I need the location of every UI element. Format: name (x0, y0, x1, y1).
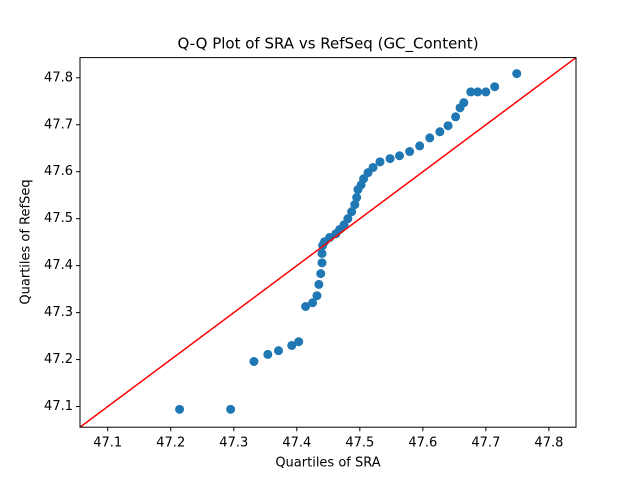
data-point (352, 193, 362, 203)
data-point (175, 404, 185, 414)
data-point (443, 121, 453, 131)
data-point (459, 98, 469, 108)
data-point (312, 291, 322, 301)
data-point (490, 82, 500, 92)
data-point (385, 154, 395, 164)
x-tick-label: 47.1 (93, 436, 122, 451)
x-axis-label: Quartiles of SRA (275, 456, 380, 471)
data-point (274, 346, 284, 356)
chart-title: Q-Q Plot of SRA vs RefSeq (GC_Content) (177, 35, 478, 54)
y-tick-label: 47.5 (44, 211, 73, 226)
x-tick-label: 47.4 (282, 436, 311, 451)
y-axis-label: Quartiles of RefSeq (19, 179, 34, 304)
axes-frame (79, 57, 577, 428)
data-point (405, 147, 415, 157)
data-point (301, 302, 311, 312)
data-point (415, 141, 425, 151)
data-point (466, 87, 476, 97)
data-point (287, 340, 297, 350)
y-tick-label: 47.7 (44, 117, 73, 132)
data-point (435, 127, 445, 137)
data-point (512, 69, 522, 79)
data-point (375, 157, 385, 167)
x-tick-label: 47.7 (471, 436, 500, 451)
y-tick-label: 47.8 (44, 70, 73, 85)
x-tick-label: 47.6 (408, 436, 437, 451)
data-point (263, 349, 273, 359)
y-tick-label: 47.2 (44, 352, 73, 367)
data-point (308, 298, 318, 308)
data-point (350, 200, 360, 210)
data-point (226, 404, 236, 414)
data-point (294, 337, 304, 347)
y-tick-label: 47.6 (44, 164, 73, 179)
data-point (368, 162, 378, 172)
x-tick-label: 47.3 (219, 436, 248, 451)
data-point (481, 87, 491, 97)
reference-line (80, 57, 576, 428)
data-point (314, 279, 324, 289)
data-point (451, 112, 461, 122)
data-point (395, 151, 405, 161)
x-tick-label: 47.8 (534, 436, 563, 451)
y-tick-label: 47.4 (44, 258, 73, 273)
data-point (343, 214, 353, 224)
data-point (347, 207, 357, 217)
data-point (249, 356, 259, 366)
plot-area (80, 57, 576, 428)
y-tick-label: 47.3 (44, 305, 73, 320)
data-point (317, 258, 327, 268)
y-tick-label: 47.1 (44, 399, 73, 414)
x-tick-label: 47.2 (156, 436, 185, 451)
data-point (316, 269, 326, 279)
data-point (473, 87, 483, 97)
x-tick-label: 47.5 (345, 436, 374, 451)
data-point (317, 248, 327, 258)
data-point (425, 133, 435, 143)
